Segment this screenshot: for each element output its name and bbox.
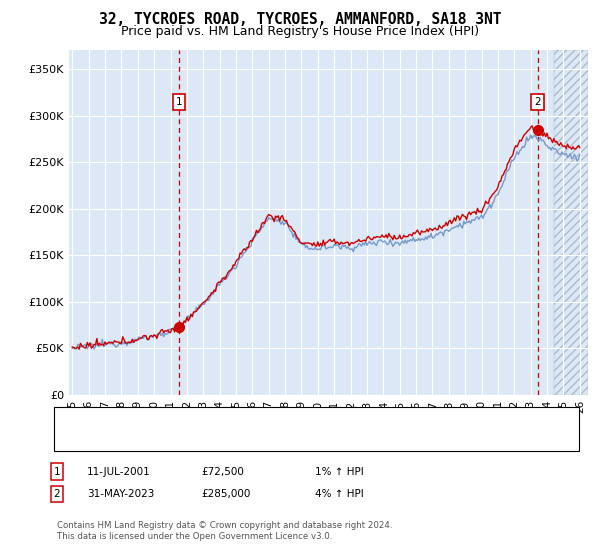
Text: Contains HM Land Registry data © Crown copyright and database right 2024.
This d: Contains HM Land Registry data © Crown c… <box>57 521 392 540</box>
Text: 32, TYCROES ROAD, TYCROES, AMMANFORD, SA18 3NT: 32, TYCROES ROAD, TYCROES, AMMANFORD, SA… <box>99 12 501 27</box>
Text: 31-MAY-2023: 31-MAY-2023 <box>87 489 154 499</box>
Text: 11-JUL-2001: 11-JUL-2001 <box>87 466 151 477</box>
Text: HPI: Average price, detached house, Carmarthenshire: HPI: Average price, detached house, Carm… <box>105 436 386 446</box>
Text: 1% ↑ HPI: 1% ↑ HPI <box>315 466 364 477</box>
Bar <box>554 50 588 395</box>
Text: £72,500: £72,500 <box>201 466 244 477</box>
Text: 2: 2 <box>534 96 541 106</box>
Text: £285,000: £285,000 <box>201 489 250 499</box>
Text: Price paid vs. HM Land Registry's House Price Index (HPI): Price paid vs. HM Land Registry's House … <box>121 25 479 38</box>
Bar <box>554 50 588 395</box>
Text: 1: 1 <box>176 96 182 106</box>
Text: 4% ↑ HPI: 4% ↑ HPI <box>315 489 364 499</box>
Text: 1: 1 <box>53 466 61 477</box>
Text: 2: 2 <box>53 489 61 499</box>
Text: 32, TYCROES ROAD, TYCROES, AMMANFORD, SA18 3NT (detached house): 32, TYCROES ROAD, TYCROES, AMMANFORD, SA… <box>105 414 489 424</box>
